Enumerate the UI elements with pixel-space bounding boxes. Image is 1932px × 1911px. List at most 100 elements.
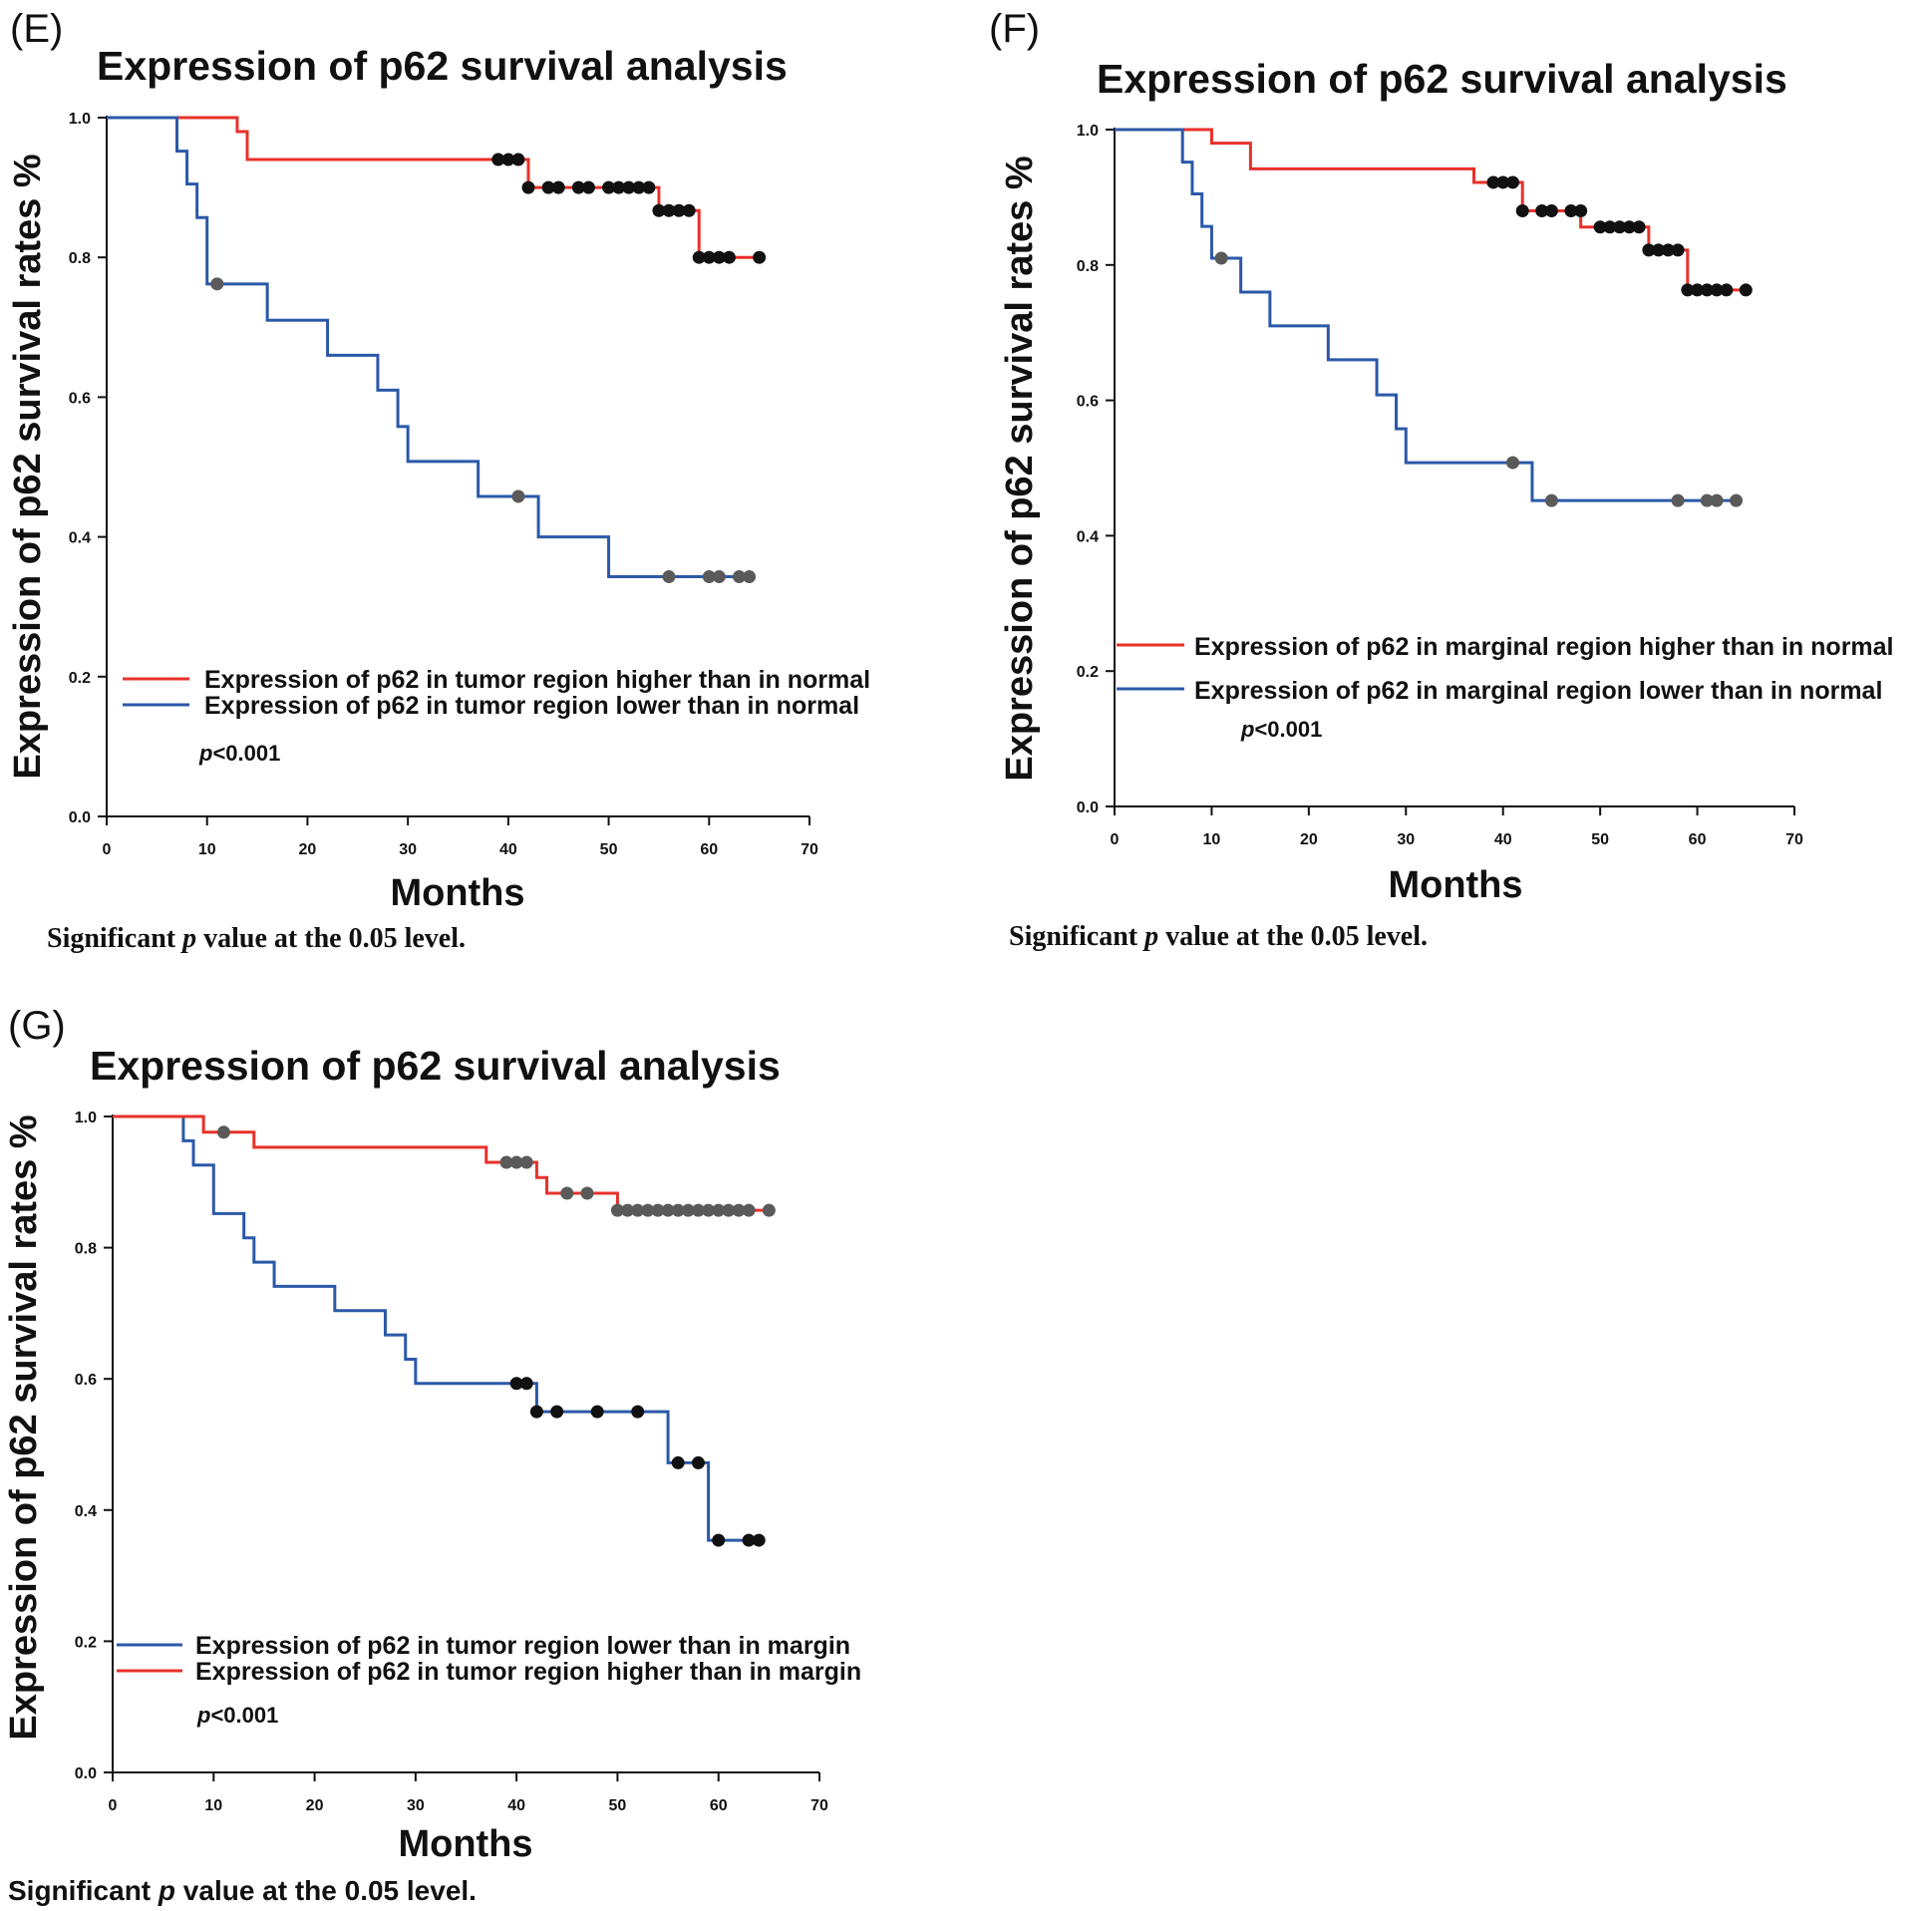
y-tick-label: 0.0 (75, 1765, 97, 1782)
censor-mark (641, 1203, 655, 1217)
panel-label: (F) (989, 7, 1040, 51)
censor-mark (1700, 493, 1714, 507)
x-tick-label: 0 (1111, 831, 1120, 848)
y-axis-label: Expression of p62 survival rates % (3, 1115, 45, 1740)
censor-mark (742, 1533, 756, 1547)
censor-mark (216, 1125, 230, 1139)
censor-mark (1739, 283, 1753, 297)
y-tick-label: 0.4 (69, 530, 91, 547)
censor-mark (692, 250, 706, 264)
chart-title: Expression of p62 survival analysis (1097, 56, 1787, 102)
censor-mark (1535, 203, 1549, 217)
censor-mark (1671, 243, 1685, 257)
survival-curve-2 (107, 116, 750, 579)
censor-mark (1632, 220, 1646, 234)
censor-mark (1603, 220, 1617, 234)
p-value-symbol: p (196, 1703, 210, 1728)
censor-mark (1710, 493, 1724, 507)
censor-mark (672, 203, 686, 217)
censor-mark (551, 180, 565, 194)
y-tick-label: 1.0 (75, 1110, 97, 1126)
censor-mark (1505, 456, 1519, 470)
censor-mark (631, 1203, 645, 1217)
x-tick-label: 70 (810, 1797, 828, 1814)
censor-mark (712, 250, 726, 264)
note-italic-p: p (158, 1875, 175, 1906)
p-value-number: <0.001 (212, 741, 280, 766)
y-tick-label: 0.4 (1077, 528, 1099, 545)
censor-mark (1661, 243, 1675, 257)
note-italic-p: p (1142, 921, 1158, 952)
y-axis-label: Expression of p62 survival rates % (999, 156, 1041, 781)
x-tick-label: 0 (103, 841, 112, 858)
legend-entry: Expression of p62 in tumor region lower … (204, 692, 859, 720)
chart-panel-f: (F) Expression of p62 survival analysis Ex… (989, 7, 1894, 952)
y-tick-label: 0.0 (1077, 799, 1099, 816)
note-italic-p: p (180, 923, 196, 954)
x-axis-label: Months (398, 1823, 532, 1865)
censor-mark (1564, 203, 1578, 217)
y-tick-label: 0.2 (69, 670, 91, 687)
note-prefix: Significant (1009, 921, 1144, 952)
censor-mark (529, 1405, 543, 1419)
chart-panel-e: (E) Expression of p62 survival analysis Ex… (7, 7, 870, 954)
significance-note: Significant p value at the 0.05 level. (8, 1875, 477, 1906)
censor-mark (732, 1203, 746, 1217)
x-tick-label: 60 (1689, 831, 1707, 848)
censor-mark (691, 1455, 705, 1469)
censor-mark (1505, 175, 1519, 189)
censor-mark (509, 1377, 523, 1391)
note-prefix: Significant (8, 1875, 159, 1906)
censor-mark (702, 570, 716, 584)
x-axis-label: Months (390, 872, 524, 914)
legend-entry: Expression of p62 in tumor region lower … (195, 1632, 850, 1660)
significance-note: Significant p value at the 0.05 level. (1009, 921, 1428, 952)
p-value-number: <0.001 (1254, 717, 1322, 742)
censor-mark (1496, 175, 1510, 189)
censor-mark (1593, 220, 1607, 234)
legend-entry: Expression of p62 in tumor region higher… (204, 666, 870, 694)
y-tick-label: 1.0 (1077, 123, 1099, 140)
x-tick-label: 40 (507, 1797, 525, 1814)
y-tick-label: 0.0 (69, 809, 91, 826)
x-tick-label: 50 (600, 841, 618, 858)
censor-mark (712, 570, 726, 584)
p-value: p<0.001 (196, 1703, 278, 1728)
censor-mark (681, 1203, 695, 1217)
censor-mark (742, 1203, 756, 1217)
censor-mark (1613, 220, 1627, 234)
panel-label: (G) (8, 1004, 66, 1048)
y-tick-label: 0.8 (1077, 258, 1099, 275)
x-tick-label: 40 (1494, 831, 1512, 848)
censor-mark (743, 570, 757, 584)
censor-mark (762, 1203, 776, 1217)
censor-mark (662, 570, 676, 584)
x-tick-label: 30 (399, 841, 417, 858)
x-tick-label: 10 (204, 1797, 222, 1814)
censor-mark (550, 1405, 564, 1419)
x-tick-label: 40 (499, 841, 517, 858)
censor-mark (671, 1203, 685, 1217)
x-tick-label: 30 (407, 1797, 425, 1814)
censor-mark (752, 1533, 766, 1547)
censor-mark (1730, 493, 1744, 507)
legend-entry: Expression of p62 in marginal region low… (1194, 677, 1882, 705)
censor-mark (1544, 203, 1558, 217)
x-tick-label: 20 (299, 841, 317, 858)
x-tick-label: 10 (198, 841, 216, 858)
note-suffix: value at the 0.05 level. (1158, 921, 1428, 952)
censor-mark (571, 180, 585, 194)
censor-mark (1691, 283, 1705, 297)
censor-mark (210, 277, 224, 291)
censor-mark (691, 1203, 705, 1217)
censor-mark (631, 1405, 645, 1419)
chart-title: Expression of p62 survival analysis (97, 43, 788, 89)
censor-mark (733, 570, 746, 584)
censor-mark (621, 1203, 635, 1217)
censor-mark (590, 1405, 604, 1419)
censor-mark (519, 1155, 533, 1169)
censor-mark (1652, 243, 1666, 257)
censor-mark (1622, 220, 1636, 234)
p-value: p<0.001 (1240, 717, 1322, 742)
censor-mark (661, 1203, 675, 1217)
